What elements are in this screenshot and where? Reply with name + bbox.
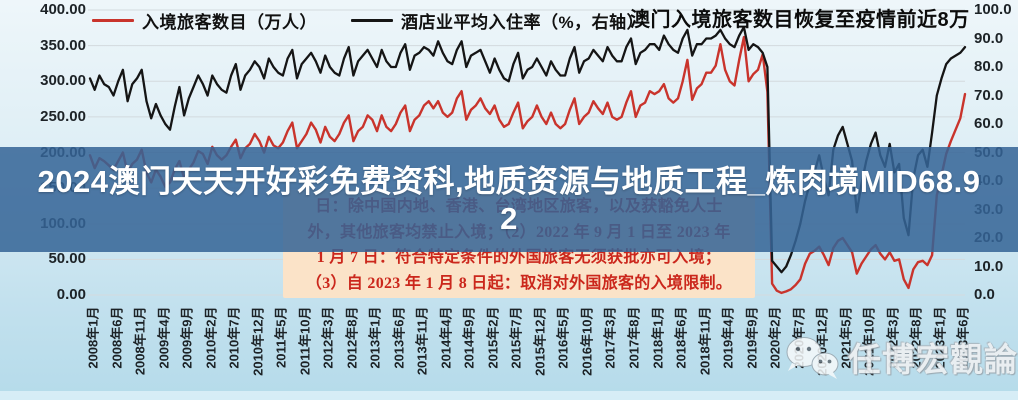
left-axis-tick-label: 0.00 xyxy=(56,286,86,303)
x-axis-tick-label: 2013年1月 xyxy=(367,306,383,369)
x-axis-tick-label: 2015年12月 xyxy=(532,306,548,376)
promo-banner-text-line1: 2024澳门天天开好彩免费资科,地质资源与地质工程_炼肉境MID68.9 xyxy=(37,163,981,199)
x-axis-tick-label: 2010年12月 xyxy=(250,306,266,376)
x-axis-tick-label: 2017年8月 xyxy=(626,306,642,369)
promo-banner-text-line2: 2 xyxy=(500,200,518,236)
legend-item-occupancy: 酒店业平均入住率（%，右轴） xyxy=(351,8,644,33)
chart-legend: 入境旅客数目（万人） 酒店业平均入住率（%，右轴） xyxy=(92,8,644,33)
x-axis-tick-label: 2017年3月 xyxy=(602,306,618,369)
wechat-icon xyxy=(786,337,839,379)
x-axis-tick-label: 2018年11月 xyxy=(697,306,713,376)
x-axis-tick-label: 2018年6月 xyxy=(673,306,689,369)
x-axis-tick-label: 2010年7月 xyxy=(226,306,242,369)
watermark: 任博宏觀論道 xyxy=(778,330,1018,384)
x-axis-tick-label: 2016年5月 xyxy=(555,306,571,369)
legend-swatch-occupancy xyxy=(351,19,393,22)
x-axis-tick-label: 2009年9月 xyxy=(179,306,195,369)
annotation-line-4: （3）自 2023 年 1 月 8 日起：取消对外国旅客的入境限制。 xyxy=(305,274,733,292)
legend-label-visitors: 入境旅客数目（万人） xyxy=(142,13,317,32)
legend-label-occupancy: 酒店业平均入住率（%，右轴） xyxy=(401,13,645,32)
bottom-strip xyxy=(0,391,1018,400)
x-axis-tick-label: 2019年4月 xyxy=(720,306,736,369)
legend-item-visitors: 入境旅客数目（万人） xyxy=(92,8,317,33)
x-axis-tick-label: 2016年10月 xyxy=(579,306,595,376)
x-axis-tick-label: 2014年4月 xyxy=(438,306,454,369)
x-axis-tick-label: 2015年7月 xyxy=(508,306,524,369)
x-axis-tick-label: 2014年9月 xyxy=(461,306,477,369)
x-axis-tick-label: 2008年1月 xyxy=(85,306,101,369)
x-axis-tick-label: 2010年2月 xyxy=(203,306,219,369)
x-axis-tick-label: 2012年8月 xyxy=(344,306,360,369)
x-axis-tick-label: 2011年5月 xyxy=(273,306,289,368)
right-axis-tick-label: 60.0 xyxy=(974,115,1004,132)
left-axis-tick-label: 50.00 xyxy=(48,250,86,268)
right-axis-tick-label: 100.0 xyxy=(974,1,1012,18)
x-axis-tick-label: 2019年9月 xyxy=(744,306,760,369)
x-axis-tick-label: 2018年1月 xyxy=(650,306,666,369)
right-axis-tick-label: 0.0 xyxy=(974,286,995,303)
annotation-line-3: 1 月 7 日：符合特定条件的外国旅客无须获批亦可入境； xyxy=(316,249,722,266)
legend-swatch-visitors xyxy=(92,19,134,22)
left-axis-tick-label: 350.00 xyxy=(40,36,86,54)
x-axis-tick-label: 2008年6月 xyxy=(109,306,125,369)
x-axis-tick-label: 2015年2月 xyxy=(485,306,501,369)
right-axis-tick-label: 80.0 xyxy=(974,58,1004,75)
x-axis-tick-label: 2013年6月 xyxy=(391,306,407,369)
left-axis-tick-label: 300.00 xyxy=(40,72,86,90)
watermark-text: 任博宏觀論道 xyxy=(848,341,1018,378)
chart-title: 澳门入境旅客数目恢复至疫情前近8万 xyxy=(630,9,970,31)
x-axis-tick-label: 2008年11月 xyxy=(132,306,148,376)
right-axis-tick-label: 10.0 xyxy=(974,257,1004,275)
left-axis-tick-label: 250.00 xyxy=(40,107,86,125)
promo-banner-overlay[interactable]: 2024澳门天天开好彩免费资科,地质资源与地质工程_炼肉境MID68.9 2 xyxy=(0,147,1018,252)
right-axis-tick-label: 70.0 xyxy=(974,86,1004,104)
left-axis-tick-label: 400.00 xyxy=(40,1,86,18)
x-axis-tick-label: 2011年10月 xyxy=(297,306,313,376)
right-axis-tick-label: 90.0 xyxy=(974,29,1004,47)
x-axis-tick-label: 2013年11月 xyxy=(414,306,430,376)
x-axis-tick-label: 2012年3月 xyxy=(320,306,336,369)
x-axis-tick-label: 2009年4月 xyxy=(156,306,172,369)
